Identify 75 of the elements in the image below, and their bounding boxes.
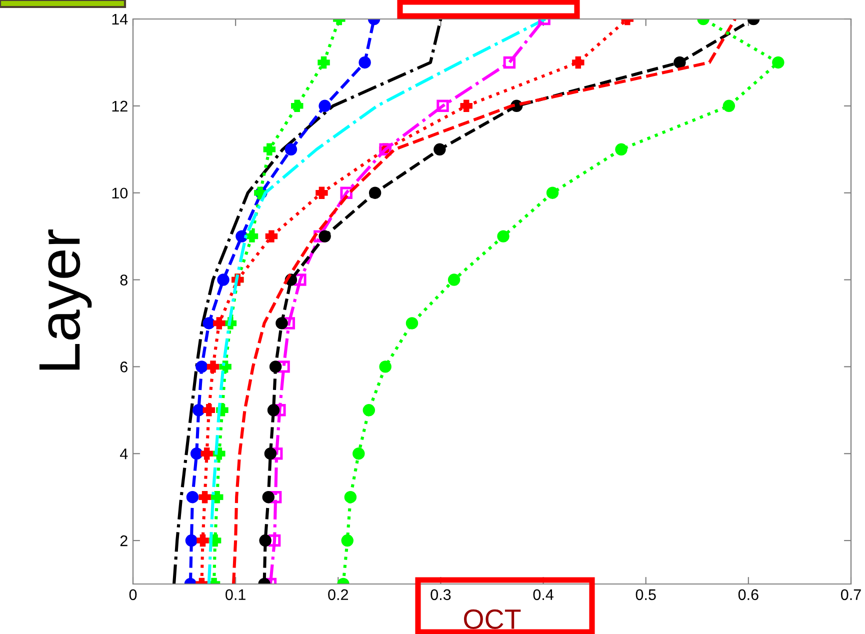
point	[406, 317, 418, 330]
point	[379, 360, 392, 373]
point	[318, 230, 331, 242]
point	[294, 274, 306, 286]
point	[497, 230, 510, 242]
point	[316, 186, 328, 199]
point	[236, 230, 248, 242]
point	[436, 100, 449, 112]
point	[217, 274, 230, 286]
point	[269, 360, 282, 373]
point	[352, 448, 365, 460]
point	[265, 230, 278, 242]
point	[270, 448, 283, 460]
y-tick-label: 12	[112, 100, 128, 112]
y-tick-label: 10	[112, 188, 128, 199]
line-series	[172, 19, 442, 584]
point	[262, 490, 275, 504]
point	[192, 404, 205, 416]
x-tick-label: 0.1	[226, 589, 246, 600]
point	[282, 317, 296, 330]
point	[202, 404, 216, 416]
y-tick-label: 2	[120, 535, 128, 546]
x-axis-title: OCT	[464, 609, 521, 630]
point	[615, 143, 628, 156]
y-tick-label: 4	[120, 448, 128, 460]
x-tick-label: 0.2	[328, 589, 348, 600]
point	[186, 490, 199, 504]
x-tick-label: 0.3	[430, 589, 451, 600]
point	[503, 56, 516, 69]
point	[196, 360, 208, 373]
point	[448, 274, 460, 286]
point	[200, 448, 213, 460]
point	[196, 534, 209, 547]
point	[674, 56, 686, 69]
point	[210, 490, 224, 504]
point	[276, 317, 288, 330]
point	[460, 100, 472, 112]
point	[344, 490, 357, 504]
point	[185, 534, 198, 547]
point	[264, 448, 277, 460]
point	[434, 143, 446, 156]
x-tick-label: 0.6	[738, 589, 758, 600]
point	[362, 404, 376, 416]
x-tick-label: 0.4	[533, 589, 554, 600]
point	[341, 534, 354, 547]
y-tick-label: 14	[112, 14, 128, 25]
point	[213, 317, 226, 330]
point	[206, 360, 220, 373]
point	[269, 490, 282, 504]
y-axis-title: Layer	[39, 230, 92, 370]
point	[198, 490, 211, 504]
point	[274, 404, 286, 416]
point	[368, 186, 382, 199]
x-tick-label: 0.7	[840, 589, 861, 600]
point	[722, 100, 736, 112]
point	[358, 56, 371, 69]
x-tick-label: 0.5	[636, 589, 656, 600]
y-tick-label: 8	[120, 274, 128, 286]
point	[246, 230, 258, 242]
point	[190, 448, 203, 460]
point	[291, 100, 304, 112]
point	[202, 317, 216, 330]
point	[259, 534, 272, 547]
point	[268, 534, 281, 547]
point	[318, 100, 331, 112]
y-tick-label: 6	[120, 362, 128, 372]
point	[263, 143, 276, 156]
point	[278, 360, 290, 373]
point	[772, 56, 784, 69]
point	[318, 56, 330, 69]
x-tick-label: 0	[129, 589, 137, 600]
point	[546, 186, 559, 199]
point	[267, 404, 280, 416]
point	[284, 143, 298, 156]
point	[572, 56, 584, 69]
